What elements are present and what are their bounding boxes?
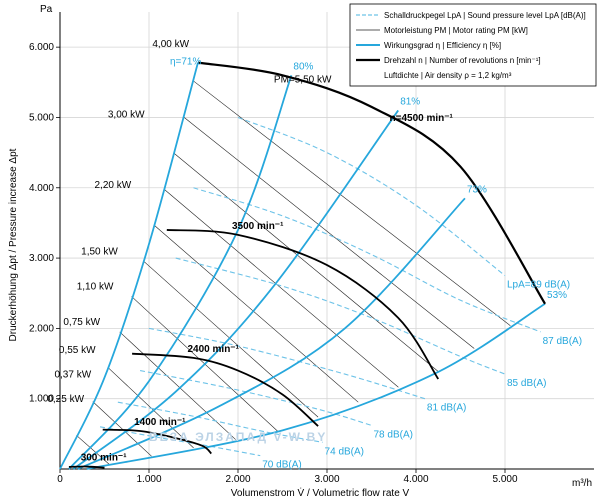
- motor-rating-line: [153, 224, 359, 403]
- motor-rating-line: [92, 401, 152, 457]
- motor-rating-label: 4,00 kW: [152, 39, 189, 50]
- sound-curve-0: [237, 116, 506, 277]
- motor-rating-label: 0,25 kW: [47, 394, 84, 405]
- chart-legend: Schalldruckpegel LpA | Sound pressure le…: [349, 3, 597, 87]
- x-tick-label: 0: [57, 474, 63, 485]
- motor-rating-label: 1,50 kW: [81, 247, 118, 258]
- rpm-label: 2400 min⁻¹: [188, 344, 240, 355]
- y-tick-label: 4.000: [29, 183, 54, 194]
- y-tick-label: 5.000: [29, 112, 54, 123]
- sound-curve-2: [175, 257, 506, 375]
- efficiency-curve-4: [86, 303, 546, 470]
- watermark-text: ВЕЗА ЭЛЗАПАД V-W.BY: [149, 430, 327, 444]
- legend-entry: Schalldruckpegel LpA | Sound pressure le…: [384, 11, 586, 20]
- rpm-label: n=4500 min⁻¹: [390, 113, 454, 124]
- sound-curve-5: [117, 401, 323, 443]
- motor-rating-line: [143, 260, 319, 418]
- sound-label: 87 dB(A): [543, 336, 582, 347]
- efficiency-curve-1: [68, 74, 293, 470]
- x-tick-label: 1.000: [136, 474, 161, 485]
- rpm-label: 1400 min⁻¹: [134, 417, 186, 428]
- legend-entry: Motorleistung PM | Motor rating PM [kW]: [384, 26, 528, 35]
- x-axis-unit: m³/h: [572, 478, 592, 489]
- y-tick-label: 6.000: [29, 42, 54, 53]
- y-tick-label: 3.000: [29, 253, 54, 264]
- efficiency-curve-2: [72, 109, 399, 470]
- rpm-curve-3: [102, 428, 212, 455]
- motor-rating-line: [173, 152, 439, 372]
- x-tick-label: 3.000: [314, 474, 339, 485]
- motor-rating-label: 0,55 kW: [59, 345, 96, 356]
- motor-rating-label: PM=5,50 kW: [274, 74, 332, 85]
- motor-rating-label: 0,75 kW: [63, 317, 100, 328]
- sound-curve-3: [148, 327, 426, 400]
- efficiency-label: 73%: [467, 184, 487, 195]
- motor-rating-line: [192, 80, 511, 326]
- legend-entry: Wirkungsgrad η | Efficiency η [%]: [384, 41, 501, 50]
- chart-axes: 0 1.000 2.000 3.000 4.000 5.000 1.000 2.000 3.00…: [29, 12, 594, 485]
- x-axis-title: Volumenstrom V̇ / Volumetric flow rate V: [231, 486, 410, 499]
- rpm-curve-0: [197, 61, 546, 305]
- motor-rating-label: 2,20 kW: [95, 180, 132, 191]
- sound-curve-4: [139, 370, 372, 426]
- x-tick-label: 5.000: [492, 474, 517, 485]
- efficiency-label: η=71%: [170, 57, 202, 68]
- sound-curve-1: [193, 187, 541, 333]
- sound-label: 74 dB(A): [325, 446, 364, 457]
- y-axis-unit: Pa: [40, 4, 53, 15]
- efficiency-label: 80%: [293, 61, 313, 72]
- rpm-curve-2: [132, 352, 319, 427]
- rpm-curve-1: [166, 229, 440, 380]
- rpm-label: 3500 min⁻¹: [232, 221, 284, 232]
- motor-rating-line: [163, 188, 399, 388]
- y-tick-label: 2.000: [29, 323, 54, 334]
- efficiency-label: 53%: [547, 290, 567, 301]
- x-tick-label: 2.000: [225, 474, 250, 485]
- rpm-curve-4: [68, 465, 105, 469]
- chart-labels: LpA=89 dB(A) 87 dB(A) 85 dB(A) 81 dB(A) 78 d…: [47, 39, 582, 470]
- y-tick-label: 1.000: [29, 394, 54, 405]
- motor-rating-label: 0,37 kW: [54, 370, 91, 381]
- efficiency-curve-0: [59, 62, 199, 470]
- legend-entry: Luftdichte | Air density ρ = 1,2 kg/m³: [384, 71, 512, 80]
- chart-series: [59, 61, 546, 470]
- efficiency-curve-3: [77, 197, 466, 470]
- y-axis-title: Druckerhöhung Δpt / Pressure increase Δp…: [8, 148, 19, 341]
- efficiency-label: 81%: [400, 96, 420, 107]
- sound-label: 85 dB(A): [507, 378, 546, 389]
- sound-label: 70 dB(A): [262, 460, 301, 471]
- sound-label: LpA=89 dB(A): [507, 280, 570, 291]
- legend-box: [349, 3, 597, 87]
- motor-rating-line: [183, 116, 475, 349]
- legend-entry: Drehzahl n | Number of revolutions n [mi…: [384, 56, 541, 65]
- sound-label: 78 dB(A): [374, 429, 413, 440]
- sound-label: 81 dB(A): [427, 403, 466, 414]
- motor-rating-label: 3,00 kW: [108, 109, 145, 120]
- motor-rating-line: [76, 435, 110, 465]
- motor-rating-label: 1,10 kW: [77, 282, 114, 293]
- x-tick-label: 4.000: [403, 474, 428, 485]
- rpm-label: 300 min⁻¹: [81, 453, 128, 464]
